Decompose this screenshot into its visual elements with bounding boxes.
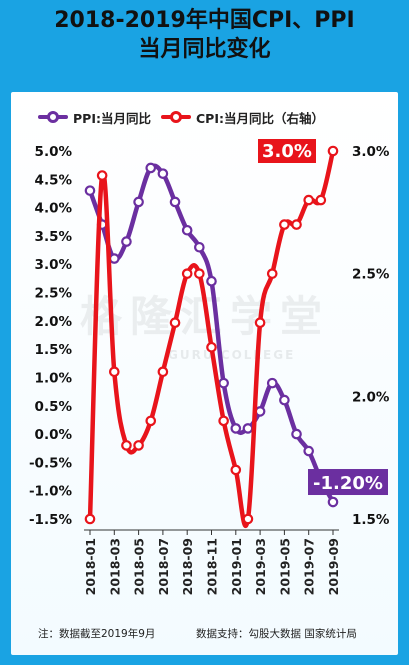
title-line-2: 当月同比变化 bbox=[138, 37, 271, 62]
cpi-point bbox=[315, 194, 327, 206]
cpi-callout-box bbox=[258, 139, 316, 163]
cpi-line-swatch bbox=[160, 110, 191, 124]
x-axis-tick-label: 2019-03 bbox=[253, 538, 268, 595]
cpi-point bbox=[279, 219, 290, 230]
cpi-line bbox=[87, 148, 336, 529]
x-axis-tick-label: 2019-09 bbox=[326, 538, 341, 595]
cpi-point bbox=[133, 440, 144, 451]
right-axis-tick-label: 1.5% bbox=[352, 512, 390, 528]
left-axis-tick-label: 2.0% bbox=[35, 314, 73, 330]
x-axis-tick-label: 2018-05 bbox=[132, 538, 147, 595]
x-axis-tick-label: 2018-11 bbox=[205, 538, 220, 595]
ppi-point bbox=[169, 196, 181, 208]
left-axis-tick-label: 5.0% bbox=[35, 144, 73, 160]
right-axis-tick-label: 2.5% bbox=[352, 267, 390, 283]
ppi-point bbox=[157, 168, 169, 179]
right-axis-tick-label: 3.0% bbox=[352, 144, 390, 160]
right-axis-tick-label: 2.0% bbox=[352, 389, 390, 405]
left-axis-tick-label: -0.5% bbox=[29, 455, 73, 471]
legend-item-ppi: PPI:当月同比 bbox=[38, 108, 151, 127]
cpi-point bbox=[327, 145, 339, 157]
title-line-1: 2018-2019年中国CPI、PPI bbox=[54, 8, 355, 33]
ppi-callout-label: -1.20% bbox=[313, 473, 383, 494]
ppi-point bbox=[242, 423, 254, 434]
cpi-point bbox=[109, 366, 120, 378]
x-axis-tick-label: 2019-07 bbox=[302, 538, 317, 595]
left-axis-tick-label: 3.0% bbox=[35, 257, 73, 273]
x-axis-tick-label: 2018-09 bbox=[180, 538, 195, 595]
ppi-point bbox=[121, 236, 132, 247]
cpi-point bbox=[84, 513, 96, 525]
cpi-point bbox=[121, 440, 132, 451]
cpi-point bbox=[206, 341, 217, 353]
x-axis-tick-label: 2018-07 bbox=[156, 538, 171, 595]
ppi-point bbox=[194, 241, 205, 253]
cpi-point bbox=[303, 194, 314, 206]
left-axis-tick-label: 2.5% bbox=[35, 286, 73, 302]
x-axis-tick-label: 2018-03 bbox=[107, 538, 122, 595]
cpi-point bbox=[194, 268, 205, 279]
footnote: 注：数据截至2019年9月 bbox=[38, 628, 156, 640]
x-axis-tick-label: 2019-01 bbox=[229, 538, 244, 595]
cpi-point bbox=[230, 464, 242, 476]
ppi-point bbox=[109, 253, 120, 264]
watermark-subtext: GURU COLLEGE bbox=[168, 348, 296, 362]
ppi-point bbox=[303, 445, 314, 457]
x-axis-tick-label: 2018-01 bbox=[83, 538, 98, 595]
ppi-point bbox=[266, 377, 278, 389]
left-axis-tick-label: 1.0% bbox=[35, 370, 73, 386]
chart-panel bbox=[11, 92, 398, 655]
left-axis-tick-label: 0.5% bbox=[35, 399, 73, 415]
cpi-point bbox=[254, 317, 266, 329]
cpi-point bbox=[266, 268, 278, 279]
watermark-text: 格隆汇学堂 bbox=[80, 292, 331, 341]
legend-label-cpi: CPI:当月同比（右轴） bbox=[195, 110, 324, 126]
left-axis-tick-label: -1.5% bbox=[29, 512, 73, 528]
ppi-point bbox=[291, 428, 302, 440]
ppi-point bbox=[279, 394, 290, 406]
ppi-point bbox=[218, 377, 229, 389]
legend: PPI:当月同比 CPI:当月同比（右轴） bbox=[38, 107, 334, 127]
legend-item-cpi: CPI:当月同比（右轴） bbox=[160, 108, 324, 127]
ppi-point bbox=[206, 275, 217, 287]
x-axis-tick-label: 2019-05 bbox=[277, 538, 292, 595]
chart-title: 2018-2019年中国CPI、PPI 当月同比变化 bbox=[0, 6, 409, 64]
cpi-point bbox=[145, 415, 157, 427]
cpi-point bbox=[218, 415, 229, 427]
left-axis-tick-label: 4.5% bbox=[35, 172, 73, 188]
left-axis-tick-label: 3.5% bbox=[35, 229, 73, 245]
ppi-point bbox=[230, 423, 242, 434]
cpi-point bbox=[169, 317, 181, 329]
cpi-point bbox=[157, 366, 169, 378]
cpi-point bbox=[291, 219, 302, 230]
left-axis-tick-label: -1.0% bbox=[29, 484, 73, 500]
cpi-point bbox=[181, 268, 193, 279]
ppi-point bbox=[145, 162, 157, 174]
left-axis-tick-label: 1.5% bbox=[35, 342, 73, 358]
legend-label-ppi: PPI:当月同比 bbox=[73, 110, 151, 126]
ppi-point bbox=[133, 196, 144, 208]
cpi-callout-label: 3.0% bbox=[262, 141, 312, 162]
ppi-point bbox=[327, 496, 339, 508]
left-axis-tick-label: 4.0% bbox=[35, 201, 73, 217]
ppi-line-swatch bbox=[38, 110, 68, 124]
ppi-callout-box bbox=[308, 469, 388, 496]
data-source: 数据支持：勾股大数据 国家统计局 bbox=[196, 628, 357, 640]
cpi-point bbox=[96, 170, 108, 181]
cpi-point bbox=[242, 513, 254, 525]
ppi-point bbox=[181, 224, 193, 236]
left-axis-tick-label: 0.0% bbox=[35, 427, 73, 443]
ppi-point bbox=[84, 185, 96, 196]
